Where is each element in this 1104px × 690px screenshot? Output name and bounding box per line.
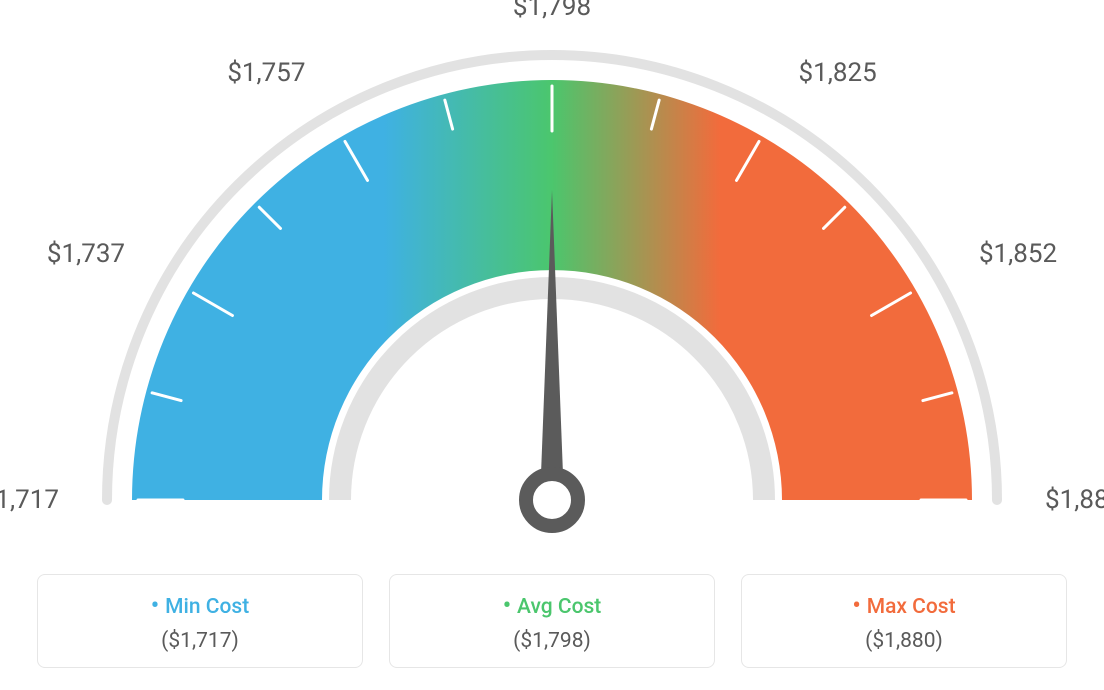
gauge-tick-label: $1,798 — [513, 0, 591, 22]
legend-value-max: ($1,880) — [742, 629, 1066, 653]
legend-row: Min Cost ($1,717) Avg Cost ($1,798) Max … — [0, 574, 1104, 668]
gauge-chart: $1,717 $1,737 $1,757 $1,798 $1,825 $1,852 $1,8… — [0, 0, 1104, 560]
gauge-tick-label: $1,717 — [0, 485, 59, 515]
legend-value-min: ($1,717) — [38, 629, 362, 653]
legend-title-avg: Avg Cost — [390, 591, 714, 619]
gauge-svg — [0, 0, 1104, 560]
legend-card-min: Min Cost ($1,717) — [37, 574, 363, 668]
legend-value-avg: ($1,798) — [390, 629, 714, 653]
legend-card-avg: Avg Cost ($1,798) — [389, 574, 715, 668]
legend-title-min: Min Cost — [38, 591, 362, 619]
gauge-tick-label: $1,737 — [47, 239, 125, 269]
gauge-tick-label: $1,880 — [1045, 485, 1104, 515]
gauge-tick-label: $1,757 — [227, 58, 305, 88]
legend-card-max: Max Cost ($1,880) — [741, 574, 1067, 668]
gauge-tick-label: $1,852 — [979, 239, 1057, 269]
gauge-tick-label: $1,825 — [799, 58, 877, 88]
legend-title-max: Max Cost — [742, 591, 1066, 619]
cost-gauge-container: $1,717 $1,737 $1,757 $1,798 $1,825 $1,852 $1,8… — [0, 0, 1104, 690]
